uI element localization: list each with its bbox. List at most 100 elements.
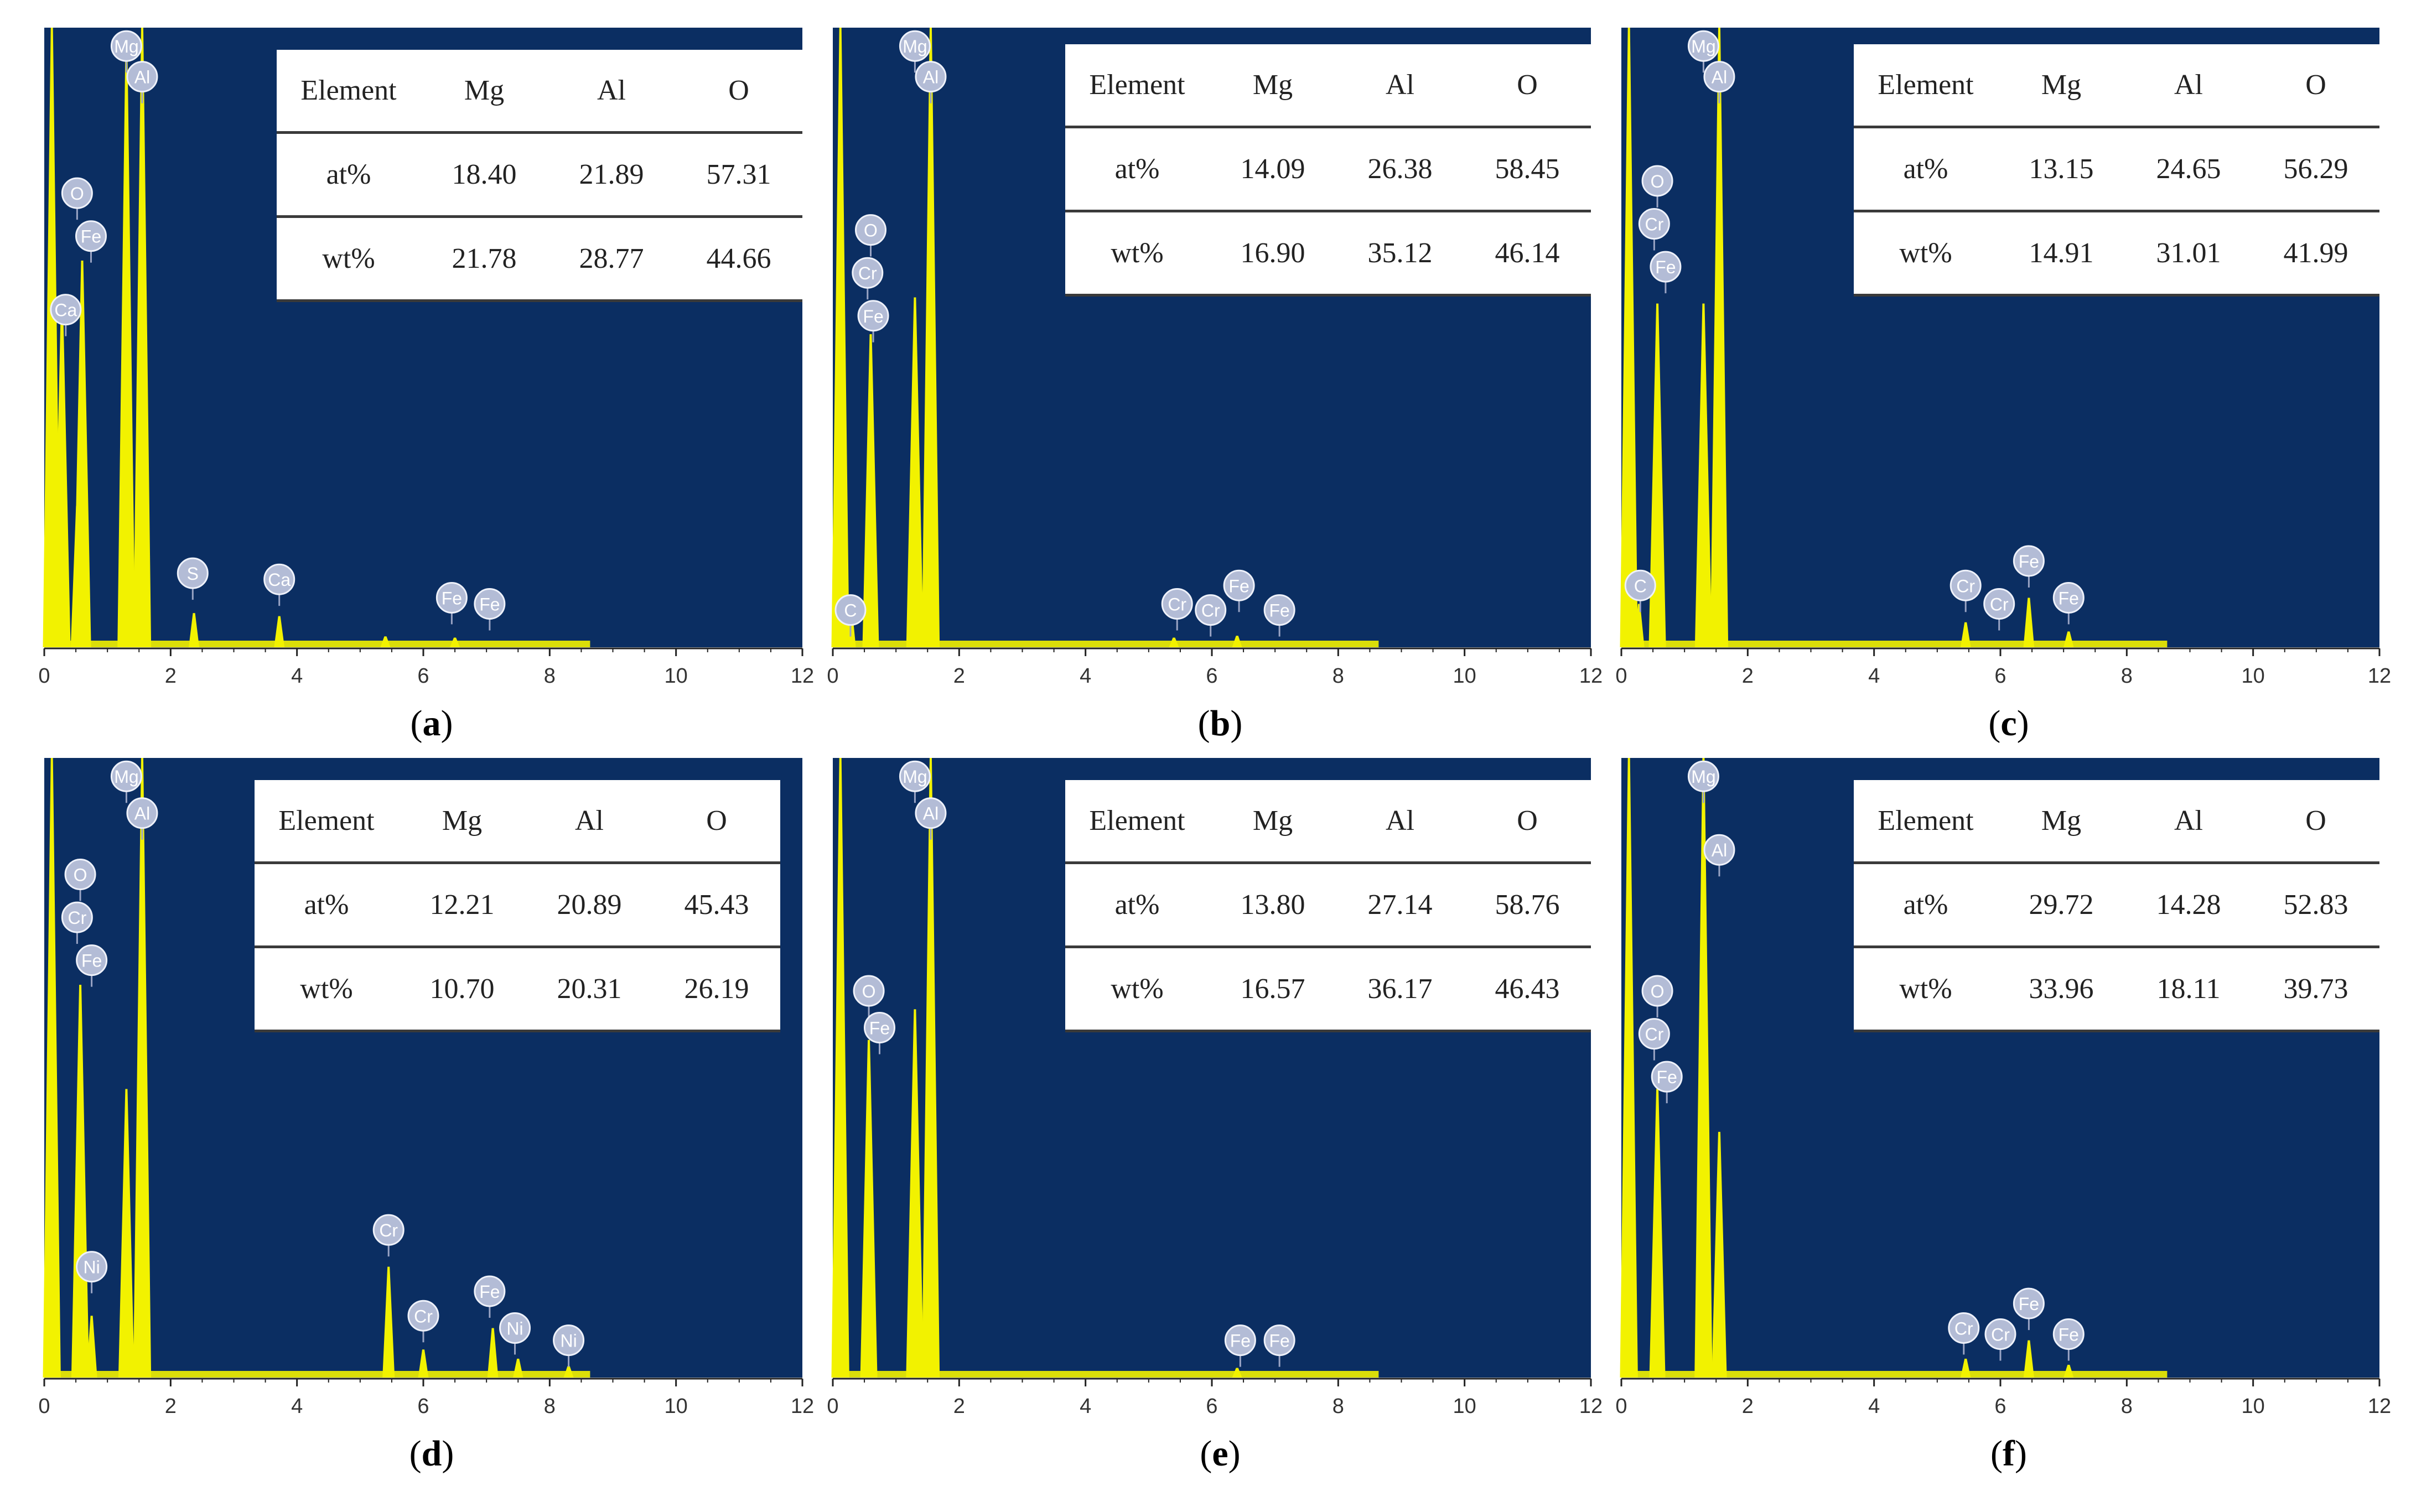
x-tick-label: 10 [665, 664, 688, 688]
table-cell: 12.21 [398, 862, 526, 948]
x-tick-label: 2 [1742, 1395, 1754, 1418]
x-tick-label: 10 [2242, 664, 2265, 688]
panel-caption: (d) [409, 1433, 454, 1474]
peak-label-text: Cr [68, 908, 86, 928]
x-tick-label: 10 [1453, 1395, 1476, 1418]
column-header-element: Element [1065, 780, 1209, 864]
spectrum-peak [1620, 758, 1638, 1378]
x-tick-label: 12 [2368, 1395, 2391, 1418]
spectrum-peak [43, 28, 61, 647]
x-tick-label: 6 [1994, 1395, 2006, 1418]
peak-label-cr: Cr [1638, 1018, 1670, 1061]
spectrum-peak [1649, 1089, 1666, 1378]
x-tick-label: 6 [1206, 1395, 1217, 1418]
spectrum-peak [274, 616, 285, 647]
table-header-row: Element Mg Al O [1065, 780, 1591, 864]
panel-caption-letter: b [1210, 703, 1231, 744]
x-tick-label: 8 [544, 1395, 556, 1418]
peak-label-text: Fe [442, 588, 462, 608]
x-tick-label: 12 [2368, 664, 2391, 688]
spectrum-peak [1960, 1358, 1971, 1378]
table-cell: 13.80 [1209, 862, 1336, 948]
panel-caption: (e) [1200, 1433, 1241, 1474]
peak-label-ca: Ca [50, 294, 82, 336]
column-header-mg: Mg [1998, 780, 2125, 864]
table-cell: 31.01 [2125, 211, 2252, 297]
peak-label-mg: Mg [1687, 30, 1719, 73]
panel-caption-letter: f [2003, 1433, 2015, 1474]
spectrum-peak [1694, 758, 1713, 1378]
table-header-row: Element Mg Al O [1854, 44, 2379, 128]
peak-label-cr: Cr [1983, 588, 2015, 631]
table-row: at% 13.15 24.65 56.29 [1854, 127, 2379, 212]
peak-label-al: Al [126, 797, 158, 840]
table-header-row: Element Mg Al O [1065, 44, 1591, 128]
spectrum-peak [1232, 636, 1242, 647]
table-cell: 36.17 [1336, 947, 1464, 1032]
panel-caption: (a) [410, 703, 453, 744]
x-tick-label: 8 [2121, 1395, 2133, 1418]
peak-label-text: Mg [903, 767, 927, 787]
spectrum-peak [418, 1349, 429, 1378]
table-cell: 35.12 [1336, 211, 1464, 297]
table-cell: 46.14 [1464, 211, 1591, 297]
x-tick-label: 8 [1332, 1395, 1344, 1418]
panel-caption: (b) [1197, 703, 1243, 744]
peak-label-al: Al [915, 61, 947, 103]
x-tick-label: 2 [1742, 664, 1754, 688]
peak-label-text: Ni [506, 1318, 523, 1338]
peak-label-text: Fe [479, 595, 500, 615]
peak-label-text: O [864, 221, 878, 241]
spectrum-peak [43, 758, 61, 1378]
column-header-mg: Mg [421, 50, 548, 134]
table-cell: 28.77 [548, 216, 675, 302]
table-cell: 26.38 [1336, 127, 1464, 212]
peak-label-cr: Cr [372, 1214, 405, 1257]
table-cell: 18.11 [2125, 947, 2252, 1032]
table-cell: 27.14 [1336, 862, 1464, 948]
spectrum-peak [513, 1358, 523, 1378]
row-label: wt% [1854, 211, 1998, 297]
spectrum-peak [1232, 1368, 1242, 1378]
table-cell: 44.66 [675, 216, 802, 302]
row-label: wt% [255, 947, 398, 1032]
peak-label-text: Al [1712, 840, 1727, 860]
spectrum-peak [189, 613, 200, 647]
peak-label-mg: Mg [899, 760, 931, 803]
table-cell: 20.31 [526, 947, 653, 1032]
peak-label-text: Fe [863, 306, 883, 326]
peak-label-text: Mg [1691, 767, 1715, 787]
peak-label-o: O [855, 214, 886, 257]
peak-label-cr: Cr [61, 901, 93, 944]
peak-label-text: Al [1712, 67, 1727, 87]
spectrum-peak [2023, 1340, 2034, 1378]
peak-label-mg: Mg [110, 760, 142, 803]
peak-label-text: Cr [1956, 576, 1975, 596]
spectrum-peak [1710, 28, 1729, 647]
table-cell: 46.43 [1464, 947, 1591, 1032]
table-cell: 58.45 [1464, 127, 1591, 212]
peak-label-text: C [844, 601, 857, 621]
x-tick-label: 12 [791, 664, 814, 688]
peak-label-mg: Mg [110, 30, 142, 73]
peak-label-fe: Fe [1223, 569, 1255, 612]
peak-label-text: Cr [1990, 595, 2009, 615]
table-row: wt% 14.91 31.01 41.99 [1854, 211, 2379, 297]
peak-label-fe: Fe [1263, 594, 1295, 637]
table-cell: 41.99 [2252, 211, 2379, 297]
spectrum-peak [1694, 303, 1713, 647]
x-tick-label: 10 [1453, 664, 1476, 688]
spectrum-peak [73, 261, 91, 647]
x-tick-label: 4 [1080, 664, 1091, 688]
panel-caption: (f) [1990, 1433, 2027, 1474]
x-tick-label: 4 [1868, 1395, 1880, 1418]
peak-label-fe: Fe [75, 220, 107, 263]
peak-label-fe: Fe [2013, 1287, 2045, 1331]
peak-label-ca: Ca [263, 563, 295, 606]
